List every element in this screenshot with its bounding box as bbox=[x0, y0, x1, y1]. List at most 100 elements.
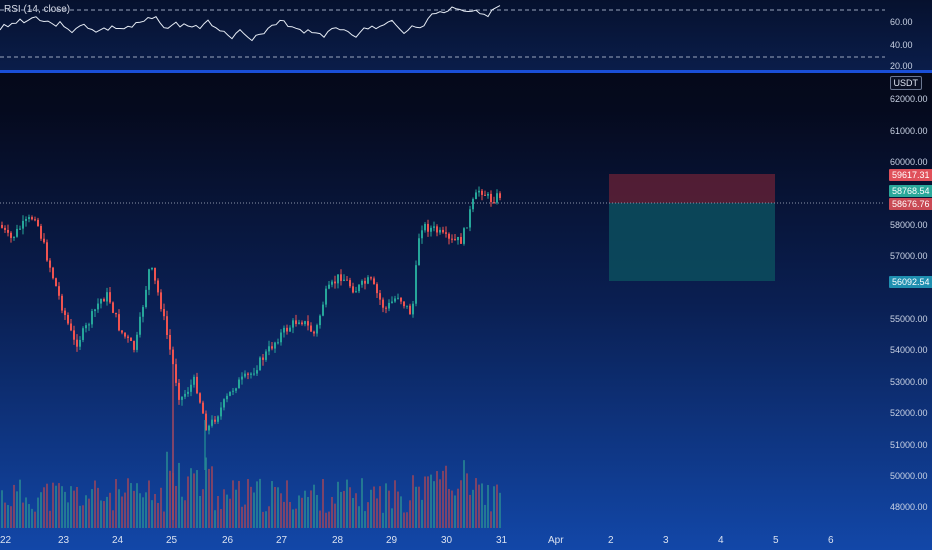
volume-bar bbox=[298, 495, 300, 528]
candle-body bbox=[238, 379, 240, 389]
candle-body bbox=[55, 278, 57, 287]
volume-bar bbox=[175, 485, 177, 528]
candle-body bbox=[274, 342, 276, 349]
currency-button[interactable]: USDT bbox=[889, 76, 922, 90]
volume-bar bbox=[445, 465, 447, 528]
candle-body bbox=[391, 301, 393, 303]
volume-bar bbox=[244, 504, 246, 528]
candle-body bbox=[166, 316, 168, 335]
volume-bar bbox=[331, 496, 333, 528]
volume-bar bbox=[199, 495, 201, 528]
date-axis-label: 4 bbox=[718, 535, 724, 546]
candle-body bbox=[283, 327, 285, 333]
volume-bar bbox=[448, 488, 450, 528]
candle-body bbox=[235, 388, 237, 391]
candle-body bbox=[460, 237, 462, 244]
volume-bar bbox=[193, 473, 195, 528]
volume-bar bbox=[49, 510, 51, 528]
volume-bar bbox=[292, 509, 294, 528]
volume-bar bbox=[364, 511, 366, 528]
volume-bar bbox=[421, 499, 423, 528]
candle-body bbox=[451, 238, 453, 240]
volume-bar bbox=[316, 495, 318, 528]
candle-body bbox=[271, 346, 273, 349]
volume-bar bbox=[130, 483, 132, 528]
volume-bar bbox=[22, 502, 24, 528]
volume-bar bbox=[139, 493, 141, 528]
volume-bar bbox=[460, 480, 462, 528]
volume-bar bbox=[499, 492, 501, 528]
volume-bar bbox=[454, 495, 456, 528]
candle-body bbox=[142, 307, 144, 317]
volume-bar bbox=[52, 482, 54, 528]
candle-body bbox=[61, 295, 63, 311]
candle-body bbox=[325, 288, 327, 305]
candle-body bbox=[436, 226, 438, 233]
candle-body bbox=[412, 303, 414, 315]
volume-bar bbox=[202, 489, 204, 528]
volume-bar bbox=[46, 483, 48, 528]
candle-body bbox=[46, 242, 48, 261]
volume-bar bbox=[241, 506, 243, 528]
candle-body bbox=[58, 286, 60, 296]
candle-body bbox=[265, 351, 267, 360]
volume-bar bbox=[160, 487, 162, 528]
candle-body bbox=[211, 419, 213, 426]
candle-body bbox=[298, 322, 300, 324]
stop-loss-price-tag[interactable]: 59617.31 bbox=[889, 169, 932, 181]
candle-body bbox=[484, 194, 486, 196]
volume-bar bbox=[283, 501, 285, 528]
candle-body bbox=[91, 311, 93, 325]
candle-body bbox=[301, 322, 303, 325]
volume-bar bbox=[73, 490, 75, 528]
candle-body bbox=[445, 232, 447, 234]
candle-body bbox=[304, 321, 306, 325]
candle-body bbox=[394, 298, 396, 302]
volume-bar bbox=[376, 498, 378, 528]
volume-bar bbox=[382, 512, 384, 528]
candle-body bbox=[241, 376, 243, 380]
candle-body bbox=[49, 260, 51, 268]
volume-bar bbox=[100, 500, 102, 528]
date-axis-label: 22 bbox=[0, 535, 12, 546]
candle-body bbox=[163, 309, 165, 317]
candle-body bbox=[199, 393, 201, 403]
current-price-tag[interactable]: 58768.54 bbox=[889, 185, 932, 197]
volume-bar bbox=[217, 495, 219, 528]
volume-bar bbox=[259, 478, 261, 528]
volume-bar bbox=[10, 506, 12, 528]
candle-body bbox=[427, 223, 429, 232]
volume-bar bbox=[226, 494, 228, 528]
volume-bar bbox=[31, 508, 33, 528]
take-profit-price-tag[interactable]: 56092.54 bbox=[889, 276, 932, 288]
candle-body bbox=[106, 292, 108, 302]
price-axis-label: 51000.00 bbox=[890, 440, 928, 450]
entry-price-tag[interactable]: 58676.76 bbox=[889, 198, 932, 210]
volume-bar bbox=[151, 500, 153, 528]
candle-body bbox=[439, 229, 441, 233]
date-axis-label: 25 bbox=[166, 535, 178, 546]
volume-bar bbox=[136, 483, 138, 528]
candle-body bbox=[352, 286, 354, 293]
pane-separator[interactable] bbox=[0, 70, 932, 73]
volume-bar bbox=[352, 498, 354, 528]
volume-bar bbox=[391, 508, 393, 528]
volume-bar bbox=[478, 484, 480, 528]
candle-body bbox=[496, 193, 498, 203]
volume-bar bbox=[163, 511, 165, 528]
candle-body bbox=[118, 314, 120, 331]
volume-bar bbox=[118, 489, 120, 528]
volume-bar bbox=[190, 468, 192, 528]
volume-bar bbox=[181, 496, 183, 528]
candle-body bbox=[430, 227, 432, 232]
candle-body bbox=[145, 289, 147, 308]
candle-body bbox=[253, 373, 255, 375]
candle-body bbox=[400, 297, 402, 302]
volume-bar bbox=[463, 460, 465, 528]
volume-bar bbox=[187, 476, 189, 528]
volume-bar bbox=[487, 484, 489, 528]
candle-body bbox=[295, 320, 297, 324]
candle-body bbox=[382, 299, 384, 308]
